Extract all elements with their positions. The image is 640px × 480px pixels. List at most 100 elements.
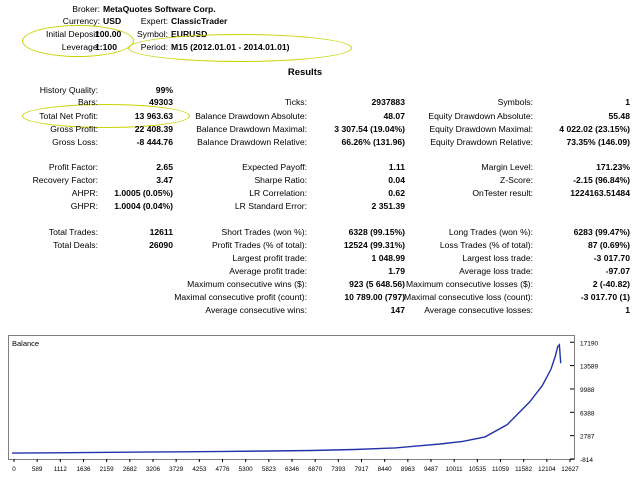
chart-title: Balance	[12, 339, 39, 348]
col1-value-8: 1.0004 (0.04%)	[114, 201, 173, 211]
broker-label: Broker:	[72, 4, 100, 14]
col2-value-13: 10 789.00 (797)	[344, 292, 405, 302]
expert-label: Expert:	[140, 16, 168, 26]
col2-label-5: Sharpe Ratio:	[254, 175, 307, 185]
leverage-value: 1:100	[95, 42, 117, 52]
y-tick-label-3: 6388	[580, 410, 595, 417]
x-tick-label-0: 0	[12, 466, 16, 473]
x-tick-label-1: 589	[32, 466, 43, 473]
col3-value-4: 171.23%	[596, 162, 630, 172]
y-tick-label-4: 2787	[580, 434, 595, 441]
balance-chart: Balance 17190 13589 9988 6388 2787 -814 0 589 111…	[8, 335, 630, 473]
period-value: M15 (2012.01.01 - 2014.01.01)	[171, 42, 290, 52]
col2-value-9: 12524 (99.31%)	[343, 240, 405, 250]
col3-value-7: 6283 (99.47%)	[573, 227, 630, 237]
x-tick-label-22: 11582	[515, 466, 533, 473]
col1-value-5: 2.65	[156, 162, 173, 172]
x-tick-label-7: 3729	[169, 466, 184, 473]
col3-label-6: OnTester result:	[472, 188, 533, 198]
col3-value-8: 87 (0.69%)	[587, 240, 630, 250]
col2-value-10: 1 048.99	[371, 253, 405, 263]
y-tick-label-5: -814	[580, 457, 593, 464]
balance-chart-svg: Balance 17190 13589 9988 6388 2787 -814 0 589 111…	[8, 335, 598, 473]
col2-value-7: 2 351.39	[371, 201, 405, 211]
leverage-label: Leverage:	[61, 42, 100, 52]
chart-frame	[8, 335, 575, 460]
col2-label-8: Short Trades (won %):	[221, 227, 308, 237]
col1-label-4: Gross Loss:	[52, 137, 98, 147]
col2-label-14: Average consecutive wins:	[205, 305, 307, 315]
x-tick-label-11: 5823	[262, 466, 277, 473]
col2-label-1: Balance Drawdown Absolute:	[195, 111, 307, 121]
col2-label-9: Profit Trades (% of total):	[211, 240, 307, 250]
col2-label-7: LR Standard Error:	[234, 201, 307, 211]
col3-label-2: Equity Drawdown Maximal:	[429, 124, 533, 134]
x-tick-label-18: 9487	[424, 466, 439, 473]
col2-value-1: 48.07	[383, 111, 405, 121]
col2-value-12: 923 (5 648.56)	[349, 279, 405, 289]
col3-label-9: Largest loss trade:	[462, 253, 533, 263]
col3-value-11: 2 (-40.82)	[592, 279, 630, 289]
initial-deposit-value: 100.00	[95, 29, 122, 39]
col3-value-9: -3 017.70	[593, 253, 630, 263]
col3-value-0: 1	[625, 97, 630, 107]
col3-value-3: 73.35% (146.09)	[566, 137, 630, 147]
col2-value-6: 0.62	[388, 188, 405, 198]
col2-label-2: Balance Drawdown Maximal:	[196, 124, 307, 134]
col1-label-6: Recovery Factor:	[32, 175, 98, 185]
x-tick-label-20: 10535	[469, 466, 487, 473]
col1-label-8: GHPR:	[70, 201, 98, 211]
col1-value-3: 22 408.39	[134, 124, 173, 134]
broker-value: MetaQuotes Software Corp.	[103, 4, 216, 14]
col2-value-11: 1.79	[388, 266, 405, 276]
col2-value-0: 2937883	[371, 97, 405, 107]
col2-label-12: Maximum consecutive wins ($):	[187, 279, 307, 289]
col1-value-2: 13 963.63	[134, 111, 173, 121]
x-tick-label-23: 12104	[538, 466, 556, 473]
col3-label-5: Z-Score:	[500, 175, 533, 185]
x-tick-label-14: 7393	[331, 466, 346, 473]
col3-label-12: Maximal consecutive loss (count):	[404, 292, 533, 302]
col1-value-4: -8 444.76	[136, 137, 173, 147]
x-tick-label-3: 1636	[76, 466, 91, 473]
col1-label-9: Total Trades:	[48, 227, 98, 237]
symbol-label: Symbol:	[136, 29, 168, 39]
x-tick-label-5: 2682	[123, 466, 138, 473]
x-tick-label-24: 12627	[561, 466, 579, 473]
col2-value-5: 0.04	[388, 175, 405, 185]
col1-value-10: 26090	[149, 240, 173, 250]
col3-value-12: -3 017.70 (1)	[580, 292, 630, 302]
col3-label-0: Symbols:	[497, 97, 533, 107]
y-tick-label-1: 13589	[580, 364, 598, 371]
col1-value-9: 12611	[149, 227, 173, 237]
col2-label-11: Average profit trade:	[229, 266, 307, 276]
col3-label-1: Equity Drawdown Absolute:	[428, 111, 533, 121]
col3-label-10: Average loss trade:	[459, 266, 533, 276]
col2-label-4: Expected Payoff:	[242, 162, 307, 172]
col2-label-3: Balance Drawdown Relative:	[197, 137, 307, 147]
col3-value-6: 1224163.51484	[570, 188, 630, 198]
y-tick-label-0: 17190	[580, 340, 598, 347]
col3-value-2: 4 022.02 (23.15%)	[559, 124, 630, 134]
col3-label-3: Equity Drawdown Relative:	[430, 137, 533, 147]
x-tick-label-17: 8963	[401, 466, 416, 473]
col1-value-6: 3.47	[156, 175, 173, 185]
col2-value-8: 6328 (99.15%)	[348, 227, 405, 237]
col1-label-7: AHPR:	[71, 188, 98, 198]
x-tick-label-21: 11059	[492, 466, 510, 473]
col1-label-10: Total Deals:	[53, 240, 98, 250]
col1-label-2: Total Net Profit:	[39, 111, 98, 121]
col2-value-2: 3 307.54 (19.04%)	[334, 124, 405, 134]
col2-label-6: LR Correlation:	[249, 188, 307, 198]
col1-label-1: Bars:	[77, 97, 98, 107]
col1-label-3: Gross Profit:	[50, 124, 98, 134]
col1-value-0: 99%	[155, 85, 173, 95]
balance-line	[11, 343, 562, 454]
col2-label-0: Ticks:	[284, 97, 307, 107]
col1-label-0: History Quality:	[39, 85, 98, 95]
results-title: Results	[287, 67, 323, 78]
period-label: Period:	[140, 42, 168, 52]
currency-value: USD	[103, 16, 122, 26]
x-tick-label-8: 4253	[192, 466, 207, 473]
currency-label: Currency:	[62, 16, 100, 26]
